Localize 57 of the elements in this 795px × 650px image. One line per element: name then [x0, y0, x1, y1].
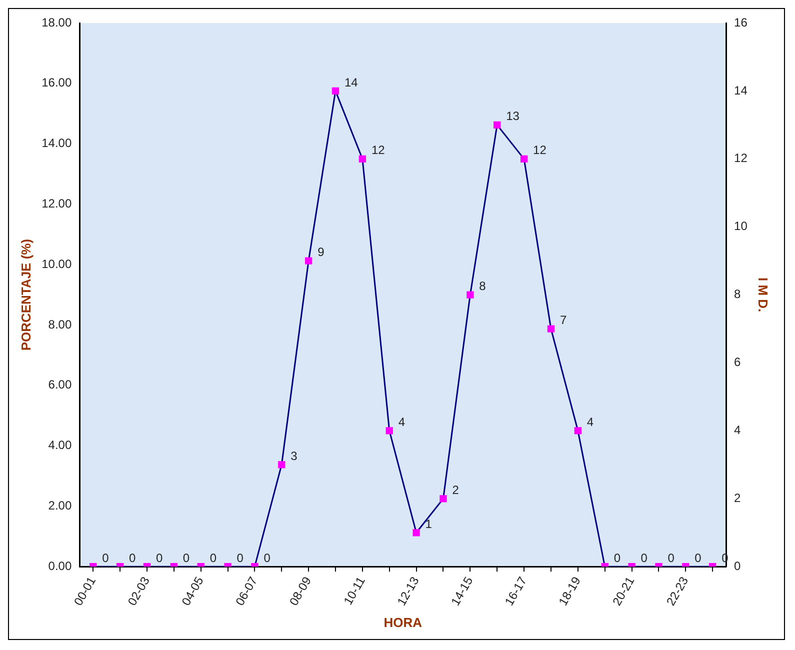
data-label: 0 [668, 550, 675, 565]
data-label: 12 [371, 143, 386, 158]
data-label: 0 [129, 550, 136, 565]
y2-tick-label: 10 [734, 219, 748, 234]
data-label: 1 [425, 516, 432, 531]
y-tick-label: 14.00 [42, 136, 72, 150]
y-tick-label: 12.00 [42, 196, 72, 211]
data-label: 9 [318, 245, 325, 260]
y-tick-label: 16.00 [42, 76, 72, 90]
y2-tick-label: 8 [734, 287, 742, 302]
data-label: 3 [290, 449, 298, 464]
y-tick-label: 0.00 [48, 558, 72, 573]
point [574, 427, 582, 434]
data-label: 14 [344, 75, 358, 90]
data-label: 0 [102, 550, 110, 565]
data-label: 0 [694, 550, 702, 565]
y-tick-label: 18.00 [42, 15, 72, 30]
point [440, 495, 447, 502]
data-label: 0 [264, 550, 271, 565]
point [466, 291, 474, 298]
y2-tick-label: 16 [734, 15, 748, 30]
data-label: 0 [182, 550, 190, 565]
data-label: 8 [479, 279, 486, 294]
point [494, 121, 501, 129]
point [332, 87, 340, 95]
data-label: 0 [156, 550, 163, 565]
y-tick-label: 10.00 [42, 256, 72, 271]
y-tick-label: 6.00 [48, 378, 72, 392]
point [412, 529, 420, 536]
data-label: 13 [506, 109, 520, 124]
y2-tick-label: 6 [734, 355, 742, 370]
y2-tick-label: 4 [734, 423, 742, 438]
y2-tick-label: 0 [734, 558, 742, 573]
y2-axis-title: I M D. [756, 277, 771, 312]
data-label: 7 [560, 313, 567, 328]
point [386, 427, 393, 434]
point [278, 461, 286, 468]
y2-tick-label: 2 [734, 490, 742, 505]
y2-tick-label: 12 [734, 151, 748, 166]
point [358, 155, 366, 162]
data-label: 2 [452, 482, 460, 497]
point [547, 325, 555, 332]
y-tick-label: 2.00 [48, 498, 72, 513]
y2-tick-label: 14 [734, 83, 748, 98]
data-label: 4 [398, 415, 406, 430]
y-axis-title: PORCENTAJE (%) [18, 238, 34, 351]
data-label: 0 [236, 550, 244, 565]
data-label: 0 [640, 550, 648, 565]
data-label: 0 [210, 550, 217, 565]
x-axis-title: HORA [384, 614, 423, 630]
point [304, 257, 312, 264]
point [520, 155, 528, 162]
data-label: 12 [533, 143, 547, 158]
data-label: 0 [614, 550, 621, 565]
y-tick-label: 8.00 [48, 317, 72, 332]
data-label: 4 [586, 415, 594, 430]
y-tick-label: 4.00 [48, 438, 72, 452]
